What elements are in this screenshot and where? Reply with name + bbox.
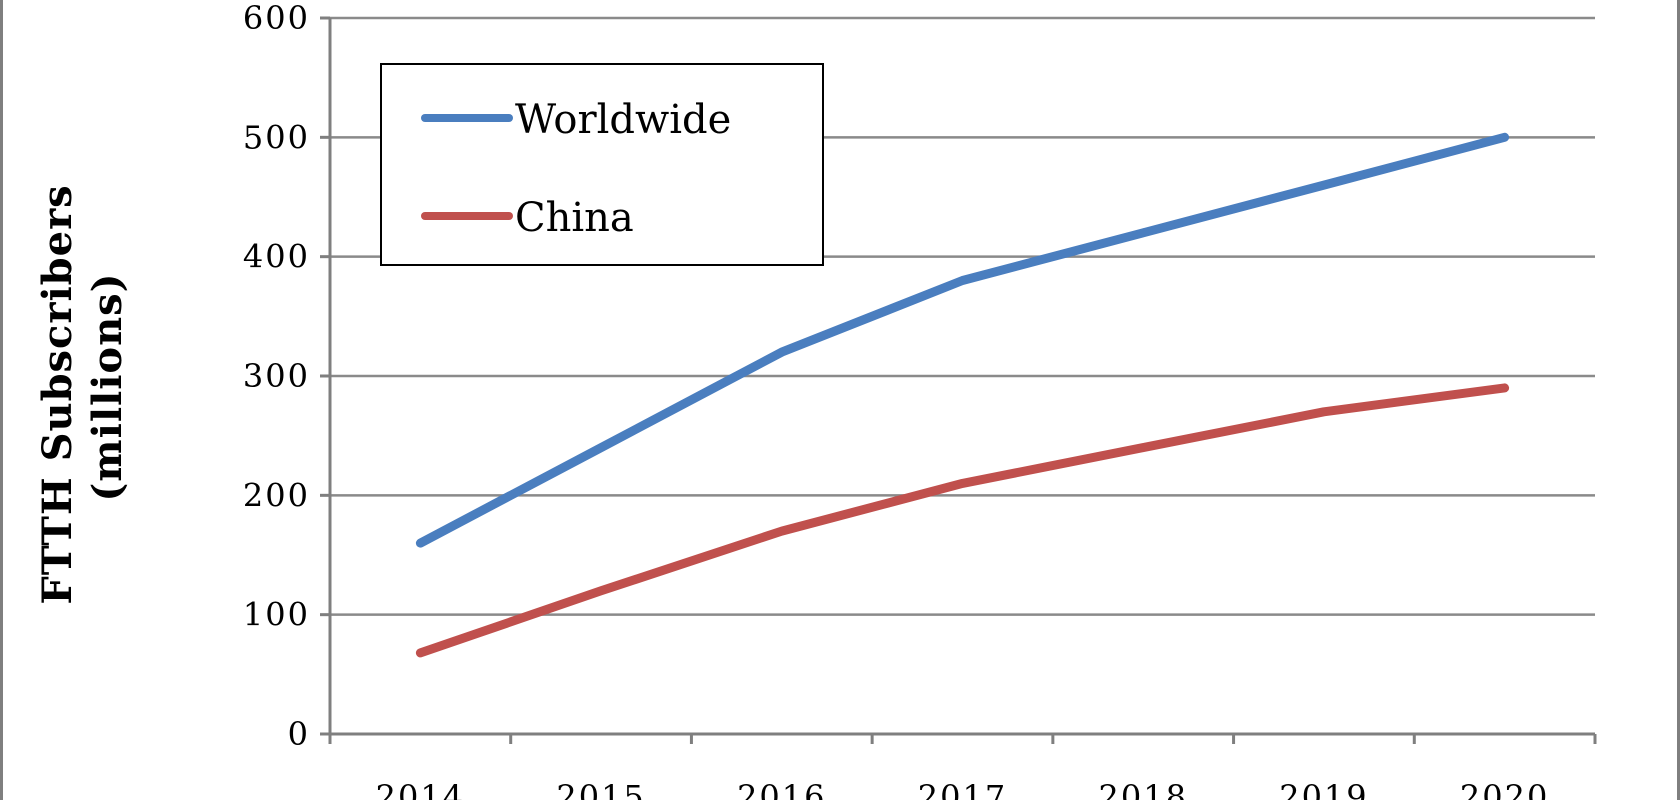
- x-tick-label-2017: 2017: [918, 778, 1007, 800]
- x-tick-label-2020: 2020: [1460, 778, 1549, 800]
- x-tick-label-2016: 2016: [737, 778, 826, 800]
- y-tick-label-500: 500: [243, 118, 310, 156]
- y-tick-label-200: 200: [243, 476, 310, 514]
- series-line-worldwide: [415, 132, 1510, 548]
- x-tick-label-2014: 2014: [376, 778, 465, 800]
- x-tick-label-2015: 2015: [556, 778, 645, 800]
- x-tick-labels: 2014 2015 2016 2017 2018 2019 2020: [376, 778, 1549, 800]
- y-tick-label-300: 300: [243, 357, 310, 395]
- series-lines: [415, 132, 1510, 658]
- y-axis-title: FTTH Subscribers (millions): [34, 169, 131, 604]
- y-tick-label-100: 100: [243, 596, 310, 634]
- legend: Worldwide China: [380, 63, 824, 266]
- legend-label-worldwide: Worldwide: [515, 97, 731, 143]
- y-tick-label-400: 400: [243, 238, 310, 276]
- y-tick-label-0: 0: [288, 715, 310, 753]
- legend-box: [380, 63, 824, 266]
- line-chart: 0 100 200 300 400 500 600 2014 2015 2016 2017 2018…: [34, 0, 1597, 800]
- x-tick-label-2018: 2018: [1098, 778, 1187, 800]
- y-tick-labels: 0 100 200 300 400 500 600: [243, 0, 310, 753]
- legend-label-china: China: [515, 195, 634, 241]
- y-tick-label-600: 600: [243, 0, 310, 37]
- axes: [328, 18, 1595, 736]
- x-tick-label-2019: 2019: [1279, 778, 1368, 800]
- legend-item-worldwide: Worldwide: [421, 97, 731, 143]
- legend-item-china: China: [421, 195, 634, 241]
- series-line-china: [415, 383, 1510, 658]
